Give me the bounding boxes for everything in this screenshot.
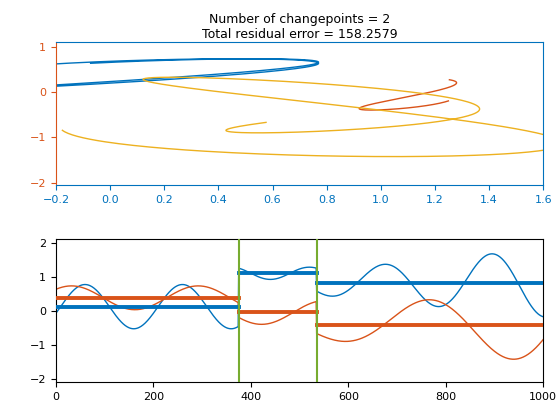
Title: Number of changepoints = 2
Total residual error = 158.2579: Number of changepoints = 2 Total residua… xyxy=(202,13,398,41)
